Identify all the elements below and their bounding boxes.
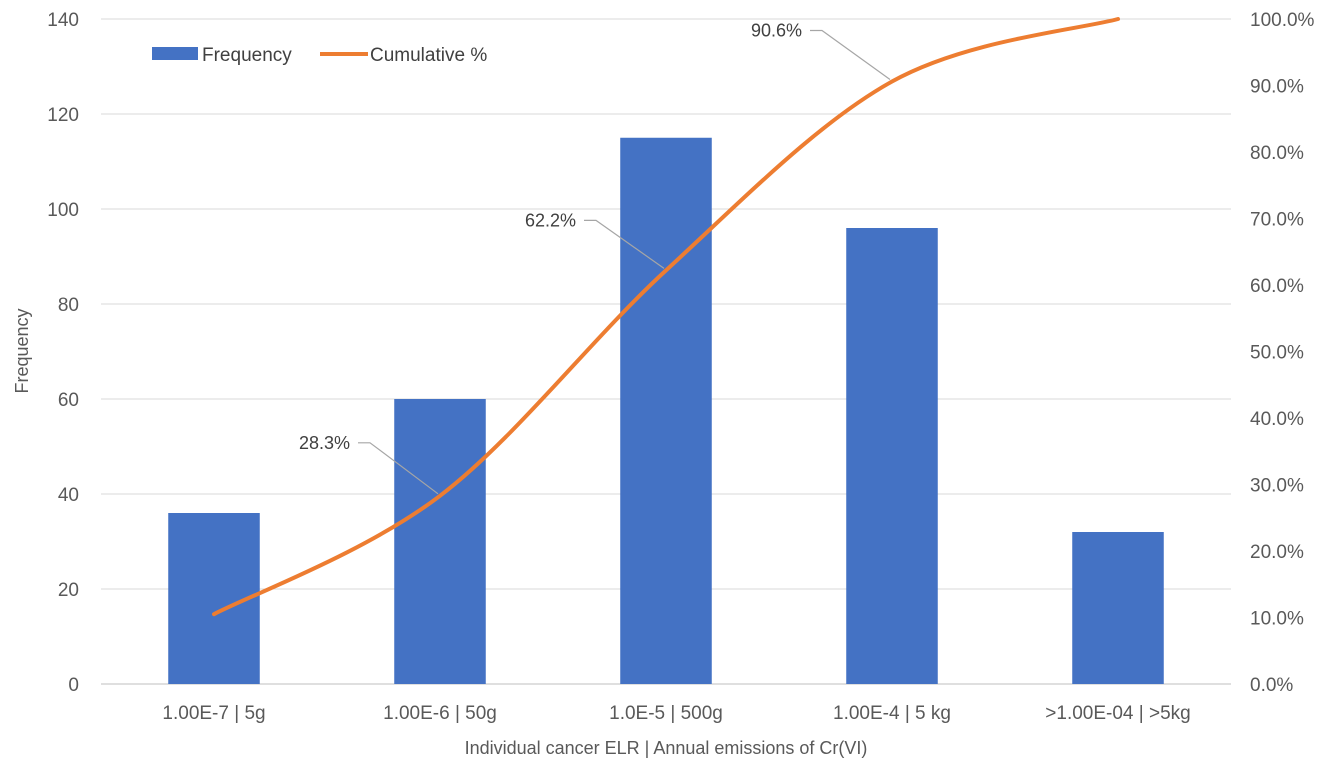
y-tick-label-right: 40.0% (1250, 409, 1304, 430)
y-tick-label-right: 50.0% (1250, 343, 1304, 364)
y-axis-title: Frequency (12, 308, 32, 393)
x-axis: 1.00E-7 | 5g 1.00E-6 | 50g 1.0E-5 | 500g 1.… (162, 703, 1190, 724)
legend-label-frequency: Frequency (202, 45, 292, 66)
x-tick-label: 1.00E-4 | 5 kg (833, 703, 951, 724)
legend-swatch-frequency (152, 47, 198, 60)
y-axis-right: 0.0% 10.0% 20.0% 30.0% 40.0% 50.0% 60.0% 70.0% 8… (1250, 10, 1315, 696)
y-tick-label-left: 80 (58, 295, 79, 316)
y-tick-label-left: 20 (58, 580, 79, 601)
y-tick-label-right: 30.0% (1250, 476, 1304, 497)
line-series (212, 17, 1120, 617)
y-axis-left: 0 20 40 60 80 100 120 140 (47, 10, 79, 696)
y-tick-label-right: 100.0% (1250, 10, 1315, 31)
y-tick-label-right: 20.0% (1250, 542, 1304, 563)
y-tick-label-right: 60.0% (1250, 276, 1304, 297)
y-tick-label-left: 60 (58, 390, 79, 411)
bar (1072, 532, 1164, 684)
data-label: 28.3% (299, 433, 350, 453)
cumulative-line (212, 17, 1120, 617)
y-tick-label-right: 10.0% (1250, 609, 1304, 630)
data-label: 90.6% (751, 21, 802, 41)
data-label-leader (810, 29, 891, 80)
x-tick-label: 1.00E-6 | 50g (383, 703, 497, 724)
x-tick-label: 1.00E-7 | 5g (162, 703, 265, 724)
y-tick-label-right: 80.0% (1250, 143, 1304, 164)
data-labels: 28.3% 62.2% 90.6% (299, 21, 891, 495)
y-tick-label-left: 120 (47, 105, 79, 126)
x-axis-title: Individual cancer ELR | Annual emissions… (465, 738, 868, 758)
y-tick-label-right: 70.0% (1250, 210, 1304, 231)
data-label-leader (358, 442, 439, 495)
y-tick-label-left: 140 (47, 10, 79, 31)
data-label-leader (584, 219, 665, 269)
data-label: 62.2% (525, 210, 576, 230)
x-tick-label: >1.00E-04 | >5kg (1045, 703, 1190, 724)
legend: Frequency Cumulative % (152, 45, 487, 66)
bar (394, 399, 486, 684)
y-tick-label-left: 0 (68, 675, 79, 696)
bar-series (168, 137, 1164, 684)
x-tick-label: 1.0E-5 | 500g (609, 703, 723, 724)
y-tick-label-left: 100 (47, 200, 79, 221)
y-tick-label-left: 40 (58, 485, 79, 506)
bar (620, 137, 712, 684)
bar (846, 228, 938, 684)
legend-label-cumulative: Cumulative % (370, 45, 487, 66)
y-tick-label-right: 90.0% (1250, 77, 1304, 98)
y-tick-label-right: 0.0% (1250, 675, 1293, 696)
